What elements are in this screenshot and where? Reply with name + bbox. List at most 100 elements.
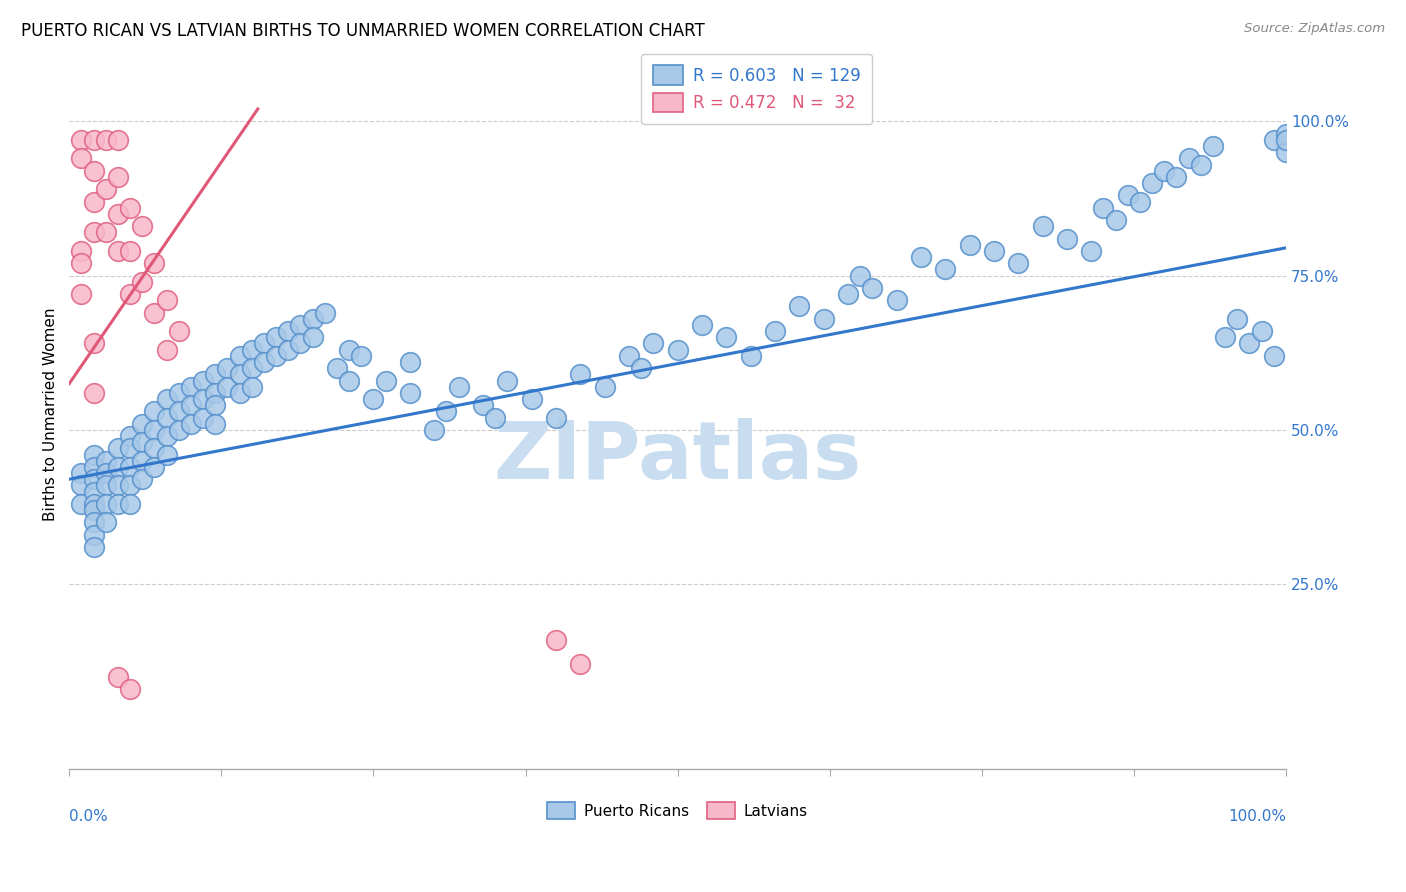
Point xyxy=(593,379,616,393)
Point xyxy=(253,336,276,351)
Point xyxy=(290,318,312,332)
Text: 0.0%: 0.0% xyxy=(69,809,108,824)
Point xyxy=(107,207,129,221)
Point xyxy=(886,293,908,308)
Point xyxy=(374,374,396,388)
Point xyxy=(264,349,287,363)
Point xyxy=(643,336,665,351)
Point xyxy=(228,385,250,400)
Point xyxy=(350,349,373,363)
Point xyxy=(107,497,129,511)
Text: ZIPatlas: ZIPatlas xyxy=(494,418,862,496)
Point xyxy=(253,355,276,369)
Point xyxy=(70,152,93,166)
Point xyxy=(363,392,385,406)
Point xyxy=(83,226,105,240)
Point xyxy=(191,392,214,406)
Point xyxy=(217,361,239,376)
Text: PUERTO RICAN VS LATVIAN BIRTHS TO UNMARRIED WOMEN CORRELATION CHART: PUERTO RICAN VS LATVIAN BIRTHS TO UNMARR… xyxy=(21,22,704,40)
Point xyxy=(290,336,312,351)
Point xyxy=(120,201,142,215)
Point xyxy=(191,410,214,425)
Point xyxy=(1032,219,1054,234)
Point xyxy=(107,244,129,258)
Point xyxy=(716,330,738,344)
Point xyxy=(544,632,567,647)
Point xyxy=(155,410,177,425)
Point xyxy=(544,410,567,425)
Point xyxy=(120,459,142,474)
Point xyxy=(813,311,835,326)
Point xyxy=(447,379,470,393)
Point xyxy=(1153,163,1175,178)
Point xyxy=(120,244,142,258)
Point xyxy=(569,368,592,382)
Point xyxy=(569,657,592,672)
Point xyxy=(787,300,810,314)
Point xyxy=(399,355,422,369)
Point xyxy=(83,516,105,530)
Point xyxy=(94,454,117,468)
Point xyxy=(1275,133,1298,147)
Point xyxy=(94,182,117,196)
Point xyxy=(155,448,177,462)
Point xyxy=(107,133,129,147)
Point xyxy=(83,484,105,499)
Point xyxy=(70,497,93,511)
Point xyxy=(107,442,129,456)
Point xyxy=(910,250,932,264)
Point xyxy=(143,459,166,474)
Point xyxy=(1166,169,1188,184)
Point xyxy=(860,281,883,295)
Point xyxy=(326,361,349,376)
Point xyxy=(107,459,129,474)
Point xyxy=(617,349,640,363)
Point xyxy=(70,287,93,301)
Point xyxy=(204,417,226,431)
Point xyxy=(83,459,105,474)
Point xyxy=(83,540,105,554)
Point xyxy=(120,287,142,301)
Point xyxy=(337,343,360,357)
Point xyxy=(191,374,214,388)
Point xyxy=(167,423,190,437)
Point xyxy=(1263,349,1285,363)
Point xyxy=(70,478,93,492)
Point xyxy=(240,379,263,393)
Legend: Puerto Ricans, Latvians: Puerto Ricans, Latvians xyxy=(541,796,814,825)
Point xyxy=(143,423,166,437)
Point xyxy=(1080,244,1102,258)
Point xyxy=(120,497,142,511)
Point xyxy=(180,398,202,412)
Point xyxy=(94,478,117,492)
Point xyxy=(301,311,323,326)
Point xyxy=(143,256,166,270)
Point xyxy=(131,472,153,486)
Point xyxy=(83,528,105,542)
Point xyxy=(83,448,105,462)
Point xyxy=(496,374,519,388)
Point xyxy=(228,368,250,382)
Point xyxy=(337,374,360,388)
Point xyxy=(83,385,105,400)
Point xyxy=(94,133,117,147)
Text: 100.0%: 100.0% xyxy=(1227,809,1286,824)
Point xyxy=(1177,152,1199,166)
Point xyxy=(1092,201,1115,215)
Point xyxy=(1226,311,1249,326)
Point xyxy=(1202,139,1225,153)
Point xyxy=(131,417,153,431)
Point xyxy=(155,293,177,308)
Point xyxy=(83,497,105,511)
Point xyxy=(1140,176,1163,190)
Point xyxy=(94,516,117,530)
Point xyxy=(94,497,117,511)
Point xyxy=(240,343,263,357)
Point xyxy=(436,404,458,418)
Point xyxy=(240,361,263,376)
Point xyxy=(83,503,105,517)
Point xyxy=(1213,330,1236,344)
Point xyxy=(83,472,105,486)
Point xyxy=(167,404,190,418)
Point xyxy=(131,454,153,468)
